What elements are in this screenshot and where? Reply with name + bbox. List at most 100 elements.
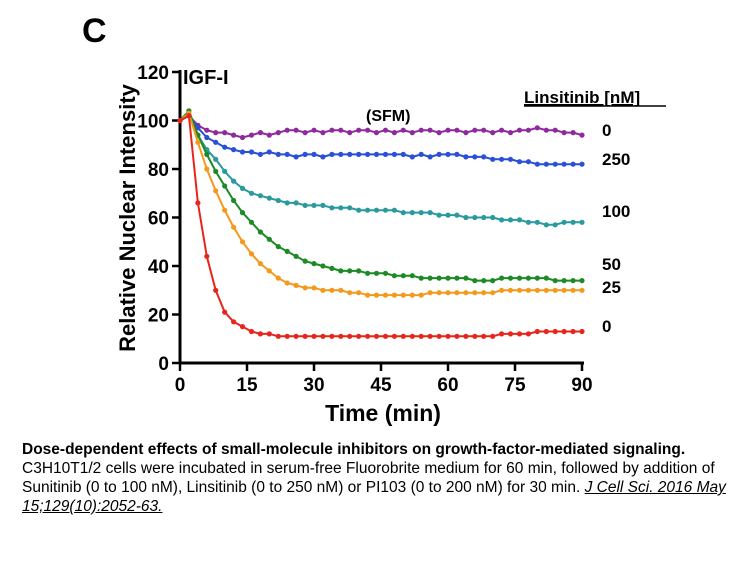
data-point [472,214,478,221]
data-point [213,188,219,194]
data-point [534,125,540,131]
data-point [248,219,255,225]
data-point [177,117,183,124]
data-point [347,205,353,211]
data-point [543,127,549,133]
data-point [543,222,549,228]
y-tick-label: 120 [137,63,169,84]
data-point [561,130,567,136]
series-2 [177,113,585,167]
data-point [338,151,344,157]
data-point [400,127,406,133]
data-point [186,113,192,119]
data-point [436,151,442,157]
series-5 [177,110,585,298]
y-tick-label: 80 [148,160,169,181]
series-end-label: 25 [602,278,621,297]
data-point [481,290,487,296]
data-point [195,200,201,206]
x-tick-label: 75 [504,375,526,396]
data-point [463,275,469,281]
data-point [454,151,460,157]
data-point [329,265,335,271]
data-point [499,217,505,223]
data-point [490,214,496,221]
data-point [266,236,272,242]
data-point [445,212,451,218]
data-point [543,275,549,281]
data-point [248,132,255,138]
data-point [481,278,487,284]
data-point [204,134,210,141]
series-line [179,114,582,338]
data-point [516,217,523,223]
data-point [239,324,246,330]
x-tick-label: 0 [175,375,186,396]
data-point [338,268,344,274]
data-point [570,161,576,167]
data-point [293,253,299,259]
citation-link[interactable]: J Cell Sci. 2016 May 15;129(10):2052-63. [22,479,726,515]
data-point [454,290,460,296]
x-tick-label: 15 [236,375,258,396]
data-point [320,202,326,208]
data-point [463,214,469,221]
data-point [356,207,362,213]
data-point [427,290,433,296]
data-point [329,127,335,133]
data-point [231,224,237,230]
data-point [552,161,558,167]
series-line [179,114,583,139]
data-point [400,210,406,216]
data-point [373,151,380,157]
data-point [320,333,326,339]
data-point [525,287,532,293]
chart-title: IGF-I [183,67,229,89]
data-point [534,328,540,335]
series-end-label: 0 [602,121,611,140]
data-point [329,287,335,293]
y-tick-label: 40 [148,257,169,278]
data-point [436,290,442,296]
data-point [525,159,532,165]
data-point [445,127,451,133]
data-point [266,331,272,337]
data-point [248,149,255,155]
data-point [525,219,532,225]
series-line [179,114,582,166]
data-point [472,290,478,296]
data-point [507,156,514,162]
data-point [391,207,397,213]
series-end-label: 250 [602,150,630,169]
panel-label: C [82,12,107,50]
data-point [418,292,424,298]
data-point [579,132,585,138]
data-point [570,287,576,293]
data-point [525,331,532,337]
data-point [257,151,263,157]
data-point [213,287,219,293]
data-point [507,331,514,337]
data-point [204,166,210,172]
data-point [239,185,246,191]
data-point [338,333,344,339]
data-point [311,202,317,208]
data-point [436,275,442,281]
data-point [302,202,308,208]
data-point [570,278,576,284]
data-point [579,287,585,293]
data-point [507,287,514,293]
caption-body: C3H10T1/2 cells were incubated in serum-… [22,459,742,516]
data-point [382,127,389,133]
data-point [356,127,362,133]
data-point [427,127,433,133]
data-point [409,333,415,339]
data-point [472,278,478,284]
data-point [409,154,415,160]
data-point [525,275,532,281]
data-point [400,151,406,157]
data-point [347,151,353,157]
data-point [552,328,558,335]
data-point [239,149,246,155]
series-end-label: 100 [602,202,630,221]
